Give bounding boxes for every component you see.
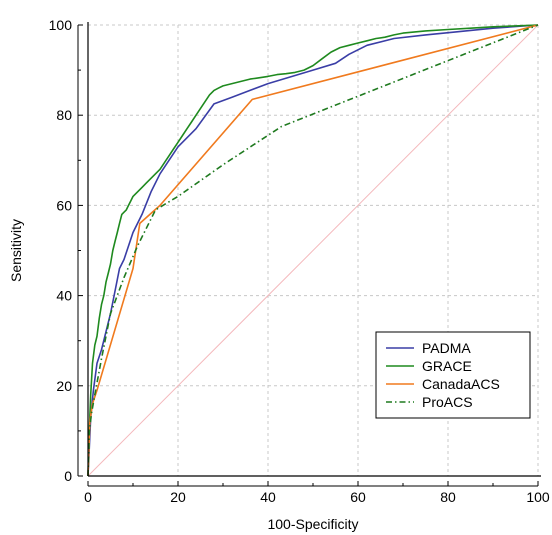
- x-tick-label: 20: [170, 489, 186, 505]
- series-line-proacs: [87, 24, 539, 477]
- x-tick-label: 80: [440, 489, 456, 505]
- y-tick-label: 40: [56, 288, 72, 304]
- y-axis-label: Sensitivity: [8, 219, 24, 282]
- series-lines: [87, 24, 539, 477]
- y-tick-label: 20: [56, 378, 72, 394]
- plot-frame: [87, 22, 541, 477]
- legend-label: CanadaACS: [422, 376, 500, 392]
- series-line-grace: [87, 24, 539, 477]
- legend: PADMA GRACE CanadaACS ProACS: [375, 331, 531, 419]
- legend-box: [375, 331, 531, 419]
- axis-ticks: 0 20 40 60 80 100 0 20 40 60 80 100: [49, 17, 550, 505]
- y-tick-label: 60: [56, 197, 72, 213]
- x-tick-label: 0: [84, 489, 92, 505]
- reference-line: [87, 24, 539, 477]
- legend-label: PADMA: [422, 340, 471, 356]
- y-tick-label: 0: [64, 468, 72, 484]
- x-axis-label: 100-Specificity: [267, 516, 358, 532]
- x-tick-label: 60: [350, 489, 366, 505]
- legend-label: GRACE: [422, 358, 472, 374]
- x-tick-label: 100: [526, 489, 550, 505]
- y-tick-label: 100: [49, 17, 73, 33]
- reference-diagonal: [87, 24, 539, 477]
- legend-label: ProACS: [422, 394, 473, 410]
- series-line-canadaacs: [87, 24, 539, 477]
- x-tick-label: 40: [260, 489, 276, 505]
- y-tick-label: 80: [56, 107, 72, 123]
